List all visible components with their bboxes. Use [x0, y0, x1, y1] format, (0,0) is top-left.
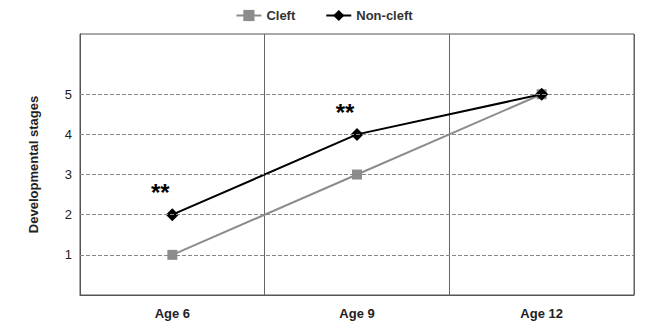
svg-text:**: **: [151, 179, 170, 206]
svg-text:**: **: [336, 99, 355, 126]
svg-text:Age 12: Age 12: [520, 306, 563, 321]
svg-text:Developmental stages: Developmental stages: [26, 96, 41, 233]
svg-text:3: 3: [65, 167, 72, 182]
svg-text:4: 4: [65, 127, 72, 142]
svg-text:Age 9: Age 9: [339, 306, 374, 321]
svg-text:Non-cleft: Non-cleft: [356, 8, 413, 23]
svg-text:Age 6: Age 6: [155, 306, 190, 321]
svg-text:1: 1: [65, 247, 72, 262]
svg-text:Cleft: Cleft: [266, 8, 296, 23]
svg-text:2: 2: [65, 207, 72, 222]
svg-text:5: 5: [65, 87, 72, 102]
